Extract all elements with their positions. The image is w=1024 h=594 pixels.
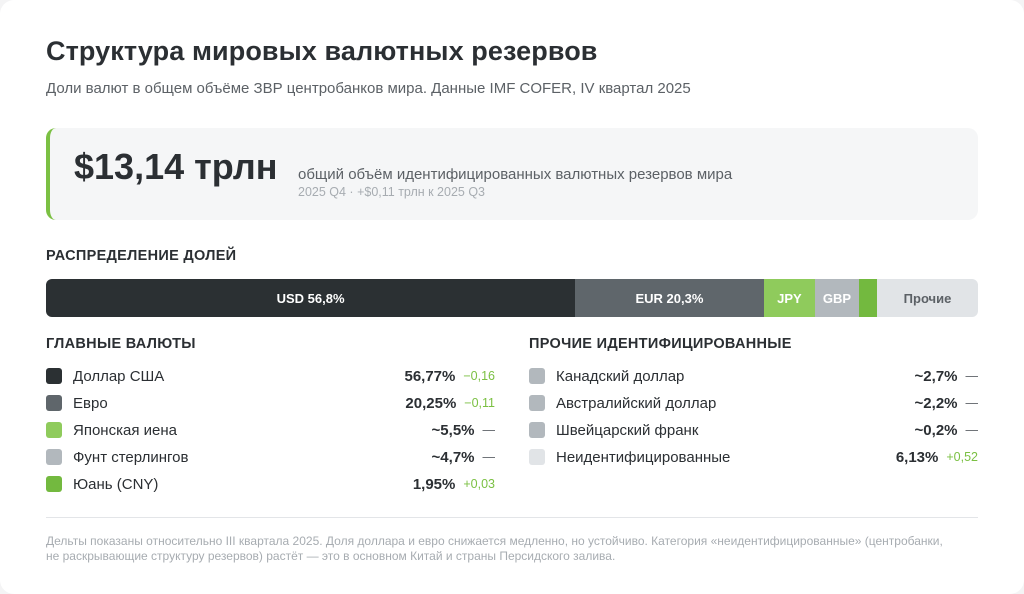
legend-delta-value: — (482, 450, 496, 464)
legend-delta-value: +0,52 (946, 450, 978, 464)
legend-share-value: 6,13% (895, 448, 939, 466)
main-currencies-heading: ГЛАВНЫЕ ВАЛЮТЫ (46, 336, 196, 352)
total-value: $13,14 трлн (74, 146, 278, 187)
bar-segment-eur: EUR 20,3% (575, 279, 764, 317)
footnote: Дельты показаны относительно III квартал… (46, 534, 943, 563)
legend-currency-name: Евро (73, 394, 108, 412)
legend-delta-value: −0,11 (464, 396, 495, 410)
legend-swatch (529, 395, 545, 411)
legend-swatch (46, 395, 62, 411)
legend-values: ~2,2% — (915, 392, 978, 414)
legend-row: Евро 20,25% −0,11 (46, 392, 495, 414)
legend-share-value: 56,77% (404, 367, 456, 385)
legend-values: ~4,7% — (432, 446, 495, 468)
legend-currency-name: Швейцарский франк (556, 421, 699, 439)
legend-swatch (46, 368, 62, 384)
legend-row: Доллар США 56,77% −0,16 (46, 365, 495, 387)
legend-swatch (46, 422, 62, 438)
bar-segment-usd: USD 56,8% (46, 279, 576, 317)
total-description: общий объём идентифицированных валютных … (298, 166, 733, 183)
legend-swatch (46, 476, 62, 492)
legend-swatch (529, 422, 545, 438)
legend-swatch (529, 368, 545, 384)
page-subtitle: Доли валют в общем объёме ЗВР центробанк… (46, 80, 691, 97)
legend-share-value: ~4,7% (431, 448, 475, 466)
legend-delta-value: −0,16 (463, 369, 495, 383)
legend-delta-value: — (482, 423, 496, 437)
legend-values: 6,13% +0,52 (896, 446, 978, 468)
legend-share-value: ~0,2% (914, 421, 958, 439)
legend-currency-name: Австралийский доллар (556, 394, 717, 412)
legend-share-value: 20,25% (405, 394, 457, 412)
legend-delta-value: +0,03 (463, 477, 495, 491)
distribution-heading: РАСПРЕДЕЛЕНИЕ ДОЛЕЙ (46, 248, 237, 264)
legend-values: 20,25% −0,11 (405, 392, 495, 414)
legend-currency-name: Неидентифицированные (556, 448, 731, 466)
legend-swatch (46, 449, 62, 465)
legend-row: Канадский доллар ~2,7% — (529, 365, 978, 387)
legend-values: ~5,5% — (432, 419, 495, 441)
legend-share-value: ~5,5% (431, 421, 475, 439)
legend-row: Юань (CNY) 1,95% +0,03 (46, 473, 495, 495)
legend-currency-name: Доллар США (73, 367, 165, 385)
legend-row: Австралийский доллар ~2,2% — (529, 392, 978, 414)
legend-currency-name: Фунт стерлингов (73, 448, 189, 466)
bar-segment-cny (858, 279, 878, 317)
main-currencies-list: Доллар США 56,77% −0,16 Евро 20,25% −0,11 Япон… (46, 365, 495, 495)
total-delta: 2025 Q4 · +$0,11 трлн к 2025 Q3 (298, 185, 486, 199)
legend-delta-value: — (965, 396, 979, 410)
other-currencies-heading: ПРОЧИЕ ИДЕНТИФИЦИРОВАННЫЕ (529, 336, 792, 352)
legend-share-value: ~2,2% (914, 394, 958, 412)
legend-delta-value: — (965, 423, 979, 437)
legend-row: Неидентифицированные 6,13% +0,52 (529, 446, 978, 468)
share-stacked-bar: USD 56,8% EUR 20,3% JPY GBP Прочие (46, 279, 978, 317)
divider (46, 517, 978, 518)
other-currencies-list: Канадский доллар ~2,7% — Австралийский долл… (529, 365, 978, 495)
legend-share-value: ~2,7% (914, 367, 958, 385)
legend-currency-name: Японская иена (73, 421, 177, 439)
total-reserves-callout: $13,14 трлн общий объём идентифицированн… (46, 128, 978, 220)
legend-row: Японская иена ~5,5% — (46, 419, 495, 441)
legend-row: Фунт стерлингов ~4,7% — (46, 446, 495, 468)
legend-values: 1,95% +0,03 (413, 473, 495, 495)
bar-segment-other: Прочие (877, 279, 978, 317)
page-title: Структура мировых валютных резервов (46, 36, 598, 66)
legend-values: ~2,7% — (915, 365, 978, 387)
legend-row: Швейцарский франк ~0,2% — (529, 419, 978, 441)
legend-delta-value: — (965, 369, 979, 383)
legend-values: 56,77% −0,16 (404, 365, 495, 387)
legend-currency-name: Канадский доллар (556, 367, 685, 385)
bar-segment-jpy: JPY (763, 279, 816, 317)
bar-segment-gbp: GBP (815, 279, 859, 317)
legend-share-value: 1,95% (412, 475, 456, 493)
legend-currency-name: Юань (CNY) (73, 475, 159, 493)
legend-values: ~0,2% — (915, 419, 978, 441)
legend-swatch (529, 449, 545, 465)
